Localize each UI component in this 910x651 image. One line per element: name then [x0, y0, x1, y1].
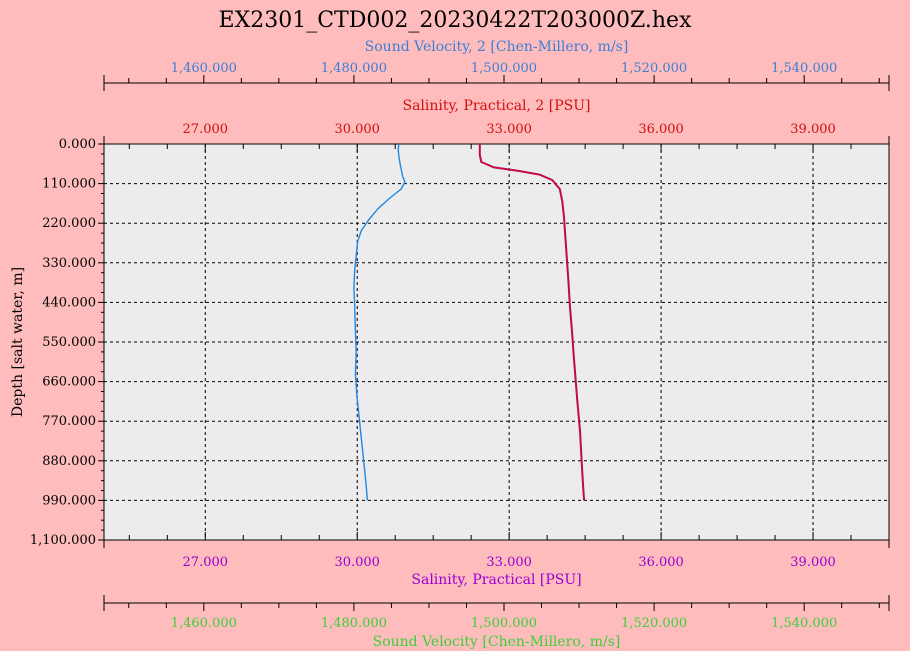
bottom_outer-tick-label-3: 1,520.000 [621, 616, 687, 631]
top_outer-tick-label-4: 1,540.000 [771, 61, 837, 76]
top_inner-tick-label-0: 27.000 [183, 122, 229, 137]
top_inner-tick-label-3: 36.000 [638, 122, 684, 137]
depth-tick-label-5: 550.000 [42, 335, 96, 350]
top_outer-axis-title: Sound Velocity, 2 [Chen-Millero, m/s] [365, 39, 629, 55]
bottom_outer-tick-label-0: 1,460.000 [171, 616, 237, 631]
depth-tick-label-6: 660.000 [42, 375, 96, 390]
depth-tick-label-0: 0.000 [59, 137, 96, 152]
y-axis-label: Depth [salt water, m] [10, 267, 26, 417]
top_inner-tick-label-4: 39.000 [790, 122, 836, 137]
bottom_inner-tick-label-3: 36.000 [638, 555, 684, 570]
depth-tick-label-7: 770.000 [42, 414, 96, 429]
bottom_outer-axis-title: Sound Velocity [Chen-Millero, m/s] [373, 634, 621, 650]
top_inner-axis-title: Salinity, Practical, 2 [PSU] [402, 98, 590, 114]
bottom_inner-tick-label-2: 33.000 [486, 555, 532, 570]
depth-tick-label-3: 330.000 [42, 256, 96, 271]
depth-tick-label-4: 440.000 [42, 295, 96, 310]
top_outer-tick-label-1: 1,480.000 [321, 61, 387, 76]
series-line-0 [353, 143, 406, 501]
top_outer-tick-label-2: 1,500.000 [471, 61, 537, 76]
bottom_outer-tick-label-2: 1,500.000 [471, 616, 537, 631]
bottom_outer-tick-label-4: 1,540.000 [771, 616, 837, 631]
depth-tick-label-1: 110.000 [42, 177, 96, 192]
chart-title: EX2301_CTD002_20230422T203000Z.hex [219, 8, 693, 33]
bottom_inner-axis-title: Salinity, Practical [PSU] [411, 572, 581, 588]
bottom_inner-tick-label-0: 27.000 [183, 555, 229, 570]
depth-tick-label-8: 880.000 [42, 454, 96, 469]
axes: 0.000 110.000 220.000 330.000 440.000 550.000… [30, 39, 890, 650]
bottom_inner-tick-label-1: 30.000 [334, 555, 380, 570]
bottom_inner-tick-label-4: 39.000 [790, 555, 836, 570]
depth-tick-label-2: 220.000 [42, 216, 96, 231]
bottom_outer-tick-label-1: 1,480.000 [321, 616, 387, 631]
top_outer-tick-label-0: 1,460.000 [171, 61, 237, 76]
depth-tick-label-9: 990.000 [42, 493, 96, 508]
top_inner-tick-label-2: 33.000 [486, 122, 532, 137]
grid [104, 144, 889, 540]
depth-tick-label-10: 1,100.000 [30, 533, 96, 548]
top_outer-tick-label-3: 1,520.000 [621, 61, 687, 76]
series-line-2 [479, 144, 585, 501]
top_inner-tick-label-1: 30.000 [334, 122, 380, 137]
series-layer [353, 143, 586, 501]
